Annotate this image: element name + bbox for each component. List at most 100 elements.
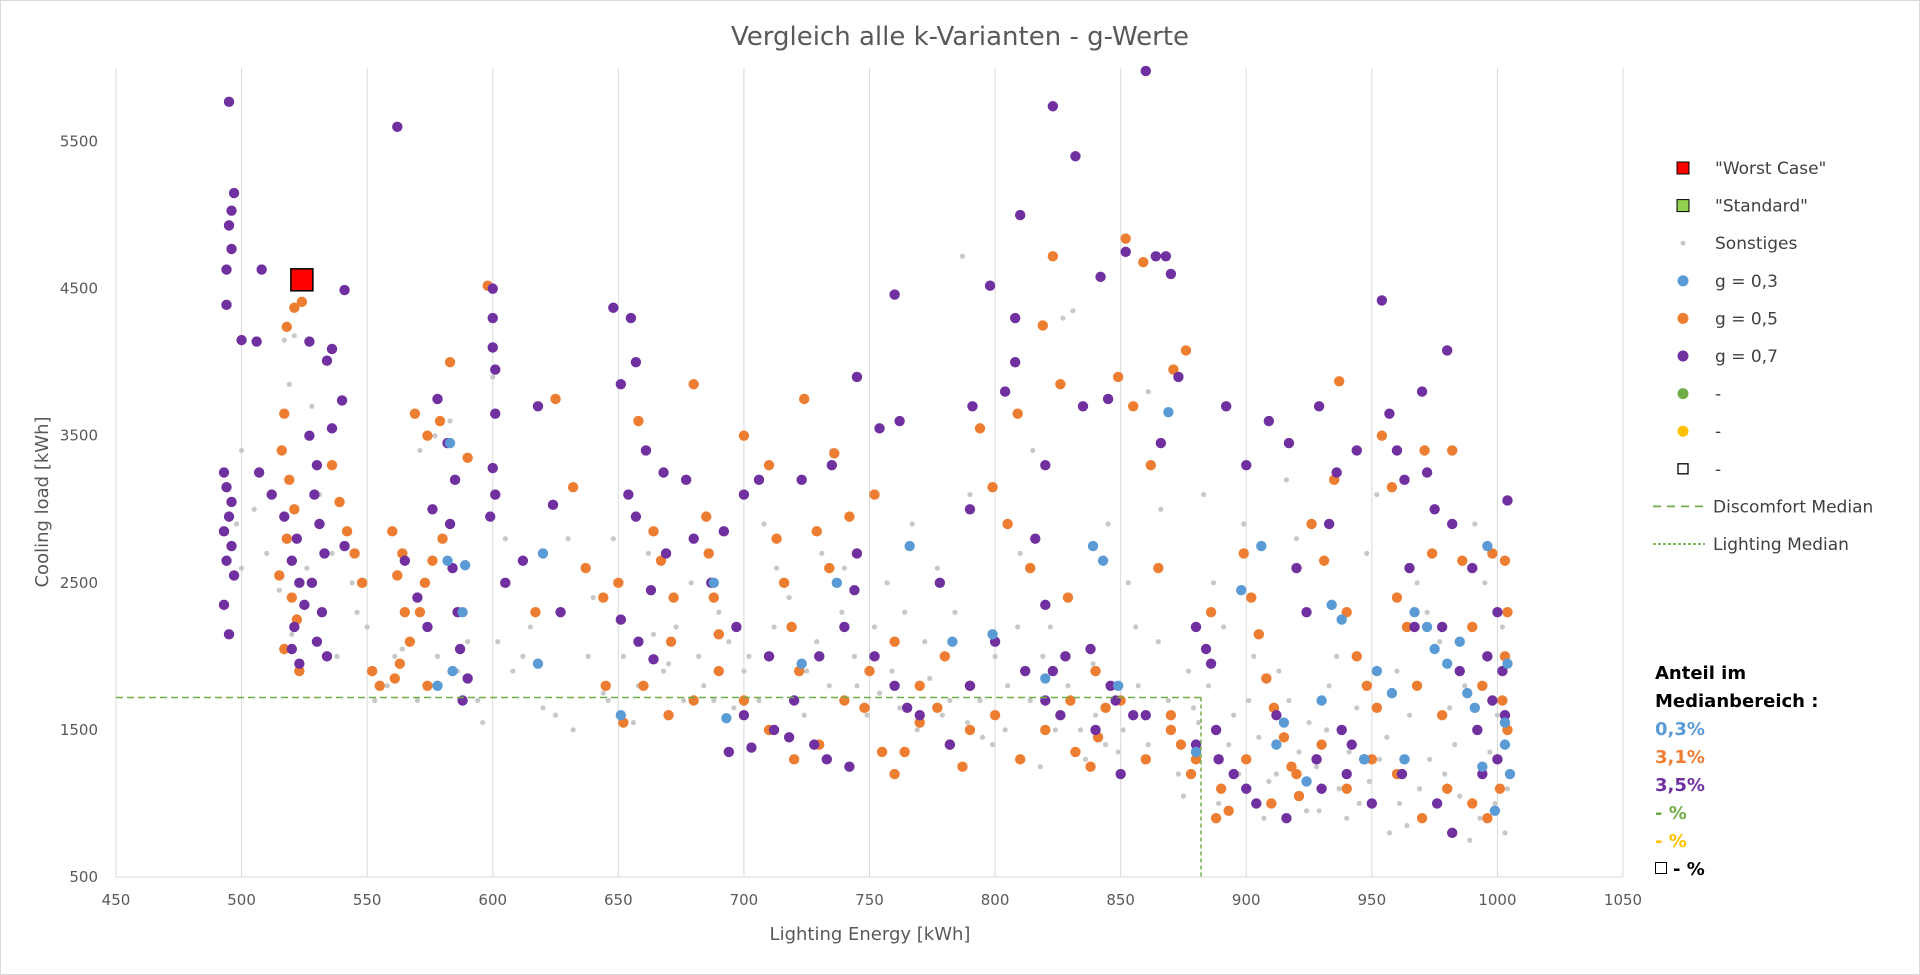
data-point (311, 459, 323, 471)
data-point (336, 395, 348, 406)
data-point (1210, 724, 1222, 736)
data-point (1102, 393, 1114, 405)
data-point (444, 437, 456, 449)
data-point (1424, 609, 1430, 615)
data-point (1025, 562, 1036, 574)
data-point (1482, 540, 1493, 552)
data-point (1140, 710, 1151, 721)
data-point (1236, 584, 1247, 596)
data-point (334, 653, 340, 659)
data-point (1306, 518, 1317, 530)
data-point (1266, 798, 1277, 809)
legend-marker (1676, 199, 1690, 213)
data-point (974, 423, 986, 434)
data-point (738, 710, 750, 721)
x-tick-label: 1000 (1478, 891, 1516, 909)
data-point (680, 474, 692, 486)
data-point (253, 467, 265, 478)
data-point (1070, 151, 1081, 162)
data-point (1185, 668, 1192, 674)
data-point (1469, 702, 1481, 714)
data-point (1097, 555, 1109, 566)
data-point (1135, 683, 1141, 689)
data-point (1371, 702, 1383, 714)
data-point (1276, 668, 1282, 674)
data-point (1195, 719, 1202, 726)
data-point (1477, 680, 1488, 691)
data-point (922, 639, 928, 645)
data-point (1226, 742, 1232, 748)
data-point (1160, 251, 1172, 262)
data-point (437, 533, 448, 544)
data-point (615, 710, 627, 721)
data-point (233, 521, 240, 527)
grid-lines (115, 68, 1624, 878)
data-point (1411, 680, 1423, 691)
data-point (874, 423, 885, 434)
data-point (1273, 771, 1279, 777)
data-point (1429, 643, 1440, 655)
data-point (1467, 798, 1478, 809)
data-point (223, 96, 235, 108)
data-point (796, 658, 807, 669)
data-point (1404, 562, 1415, 574)
data-point (1215, 783, 1227, 794)
data-point (1457, 793, 1463, 799)
data-point (771, 624, 777, 630)
data-point (1492, 800, 1498, 807)
data-point (1153, 562, 1164, 574)
data-point (1190, 754, 1202, 765)
data-point (1133, 624, 1139, 630)
data-point (291, 533, 303, 544)
data-point (964, 504, 976, 515)
data-point (1271, 739, 1282, 750)
data-point (409, 408, 421, 419)
data-point (934, 577, 946, 589)
data-point (902, 609, 908, 615)
data-point (1047, 101, 1059, 112)
data-point (876, 690, 883, 696)
data-point (605, 697, 611, 704)
data-point (884, 580, 890, 586)
data-point (462, 673, 473, 684)
data-point (1396, 800, 1403, 807)
data-point (304, 336, 315, 347)
data-point (1037, 764, 1043, 770)
data-point (1489, 805, 1501, 817)
data-point (1251, 653, 1257, 659)
data-point (1228, 768, 1239, 780)
data-point (394, 658, 406, 669)
data-point (1241, 459, 1252, 471)
data-point (1263, 415, 1275, 427)
data-point (849, 584, 860, 596)
data-point (1291, 562, 1302, 574)
data-point (490, 489, 501, 500)
data-point (1467, 621, 1478, 633)
data-point (713, 629, 724, 640)
data-point (1441, 345, 1453, 356)
data-point (404, 636, 416, 647)
data-point (1364, 550, 1370, 557)
data-point (638, 680, 649, 691)
data-point (1386, 482, 1398, 493)
legend-item: Sonstiges (1680, 234, 1797, 254)
data-point (567, 482, 579, 493)
data-point (1316, 808, 1322, 814)
data-point (851, 371, 863, 383)
data-point (226, 540, 237, 552)
data-point (422, 430, 433, 441)
data-point (1012, 408, 1023, 419)
data-point (1467, 562, 1478, 574)
data-point (1205, 607, 1217, 618)
data-point (987, 629, 998, 640)
data-point (1253, 629, 1265, 640)
legend-label: Discomfort Median (1713, 497, 1873, 517)
data-point (1441, 783, 1453, 794)
data-point (620, 653, 626, 659)
data-point (851, 653, 858, 659)
data-point (992, 653, 998, 659)
data-point (1120, 246, 1131, 258)
data-point (927, 675, 933, 682)
data-point (1047, 665, 1059, 677)
data-point (238, 447, 245, 454)
